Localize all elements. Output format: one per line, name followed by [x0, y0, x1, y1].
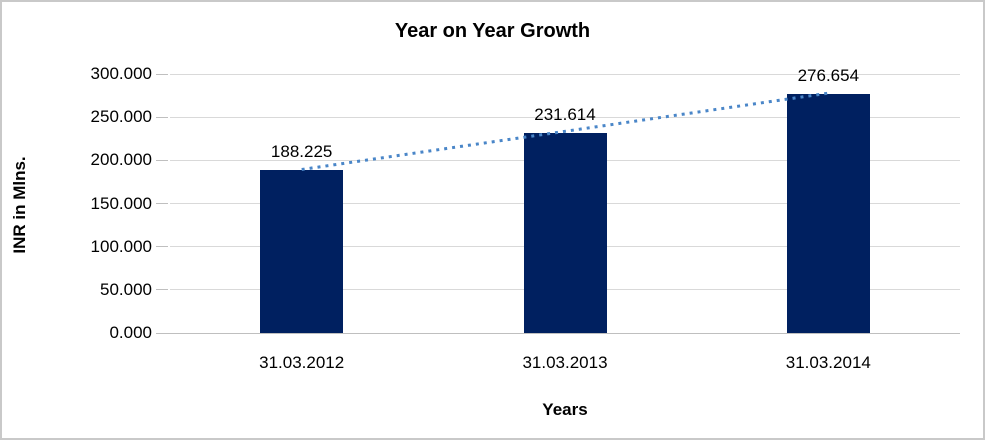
y-tick-label: 200.000 — [90, 150, 152, 170]
y-axis-tick — [156, 73, 168, 75]
y-axis-tick — [156, 159, 168, 161]
y-axis-tick — [156, 203, 168, 204]
chart-title: Year on Year Growth — [394, 20, 591, 42]
y-axis-tick — [156, 289, 168, 291]
y-tick-label: 300.000 — [90, 64, 152, 83]
y-tick-label: 50.000 — [100, 279, 152, 299]
x-category-label: 31.03.2013 — [522, 353, 608, 372]
bar-value-label: 231.614 — [534, 105, 596, 125]
bar-value-label: 188.225 — [270, 142, 333, 162]
bar-value-label: 276.654 — [797, 66, 860, 86]
bar — [523, 133, 607, 333]
x-axis-title: Years — [542, 400, 588, 419]
x-category-label: 31.03.2014 — [785, 353, 871, 372]
gridline — [170, 73, 960, 75]
x-category-label: 31.03.2012 — [259, 353, 345, 372]
y-tick-label: 250.000 — [90, 107, 152, 127]
y-tick-label: 150.000 — [90, 193, 152, 213]
y-tick-label: 100.000 — [90, 236, 152, 256]
y-axis-tick — [156, 246, 168, 248]
y-axis-tick — [156, 116, 168, 118]
bar — [260, 170, 344, 333]
bar — [786, 94, 870, 333]
y-tick-label: 0.000 — [109, 323, 152, 342]
x-axis-line — [156, 332, 960, 334]
